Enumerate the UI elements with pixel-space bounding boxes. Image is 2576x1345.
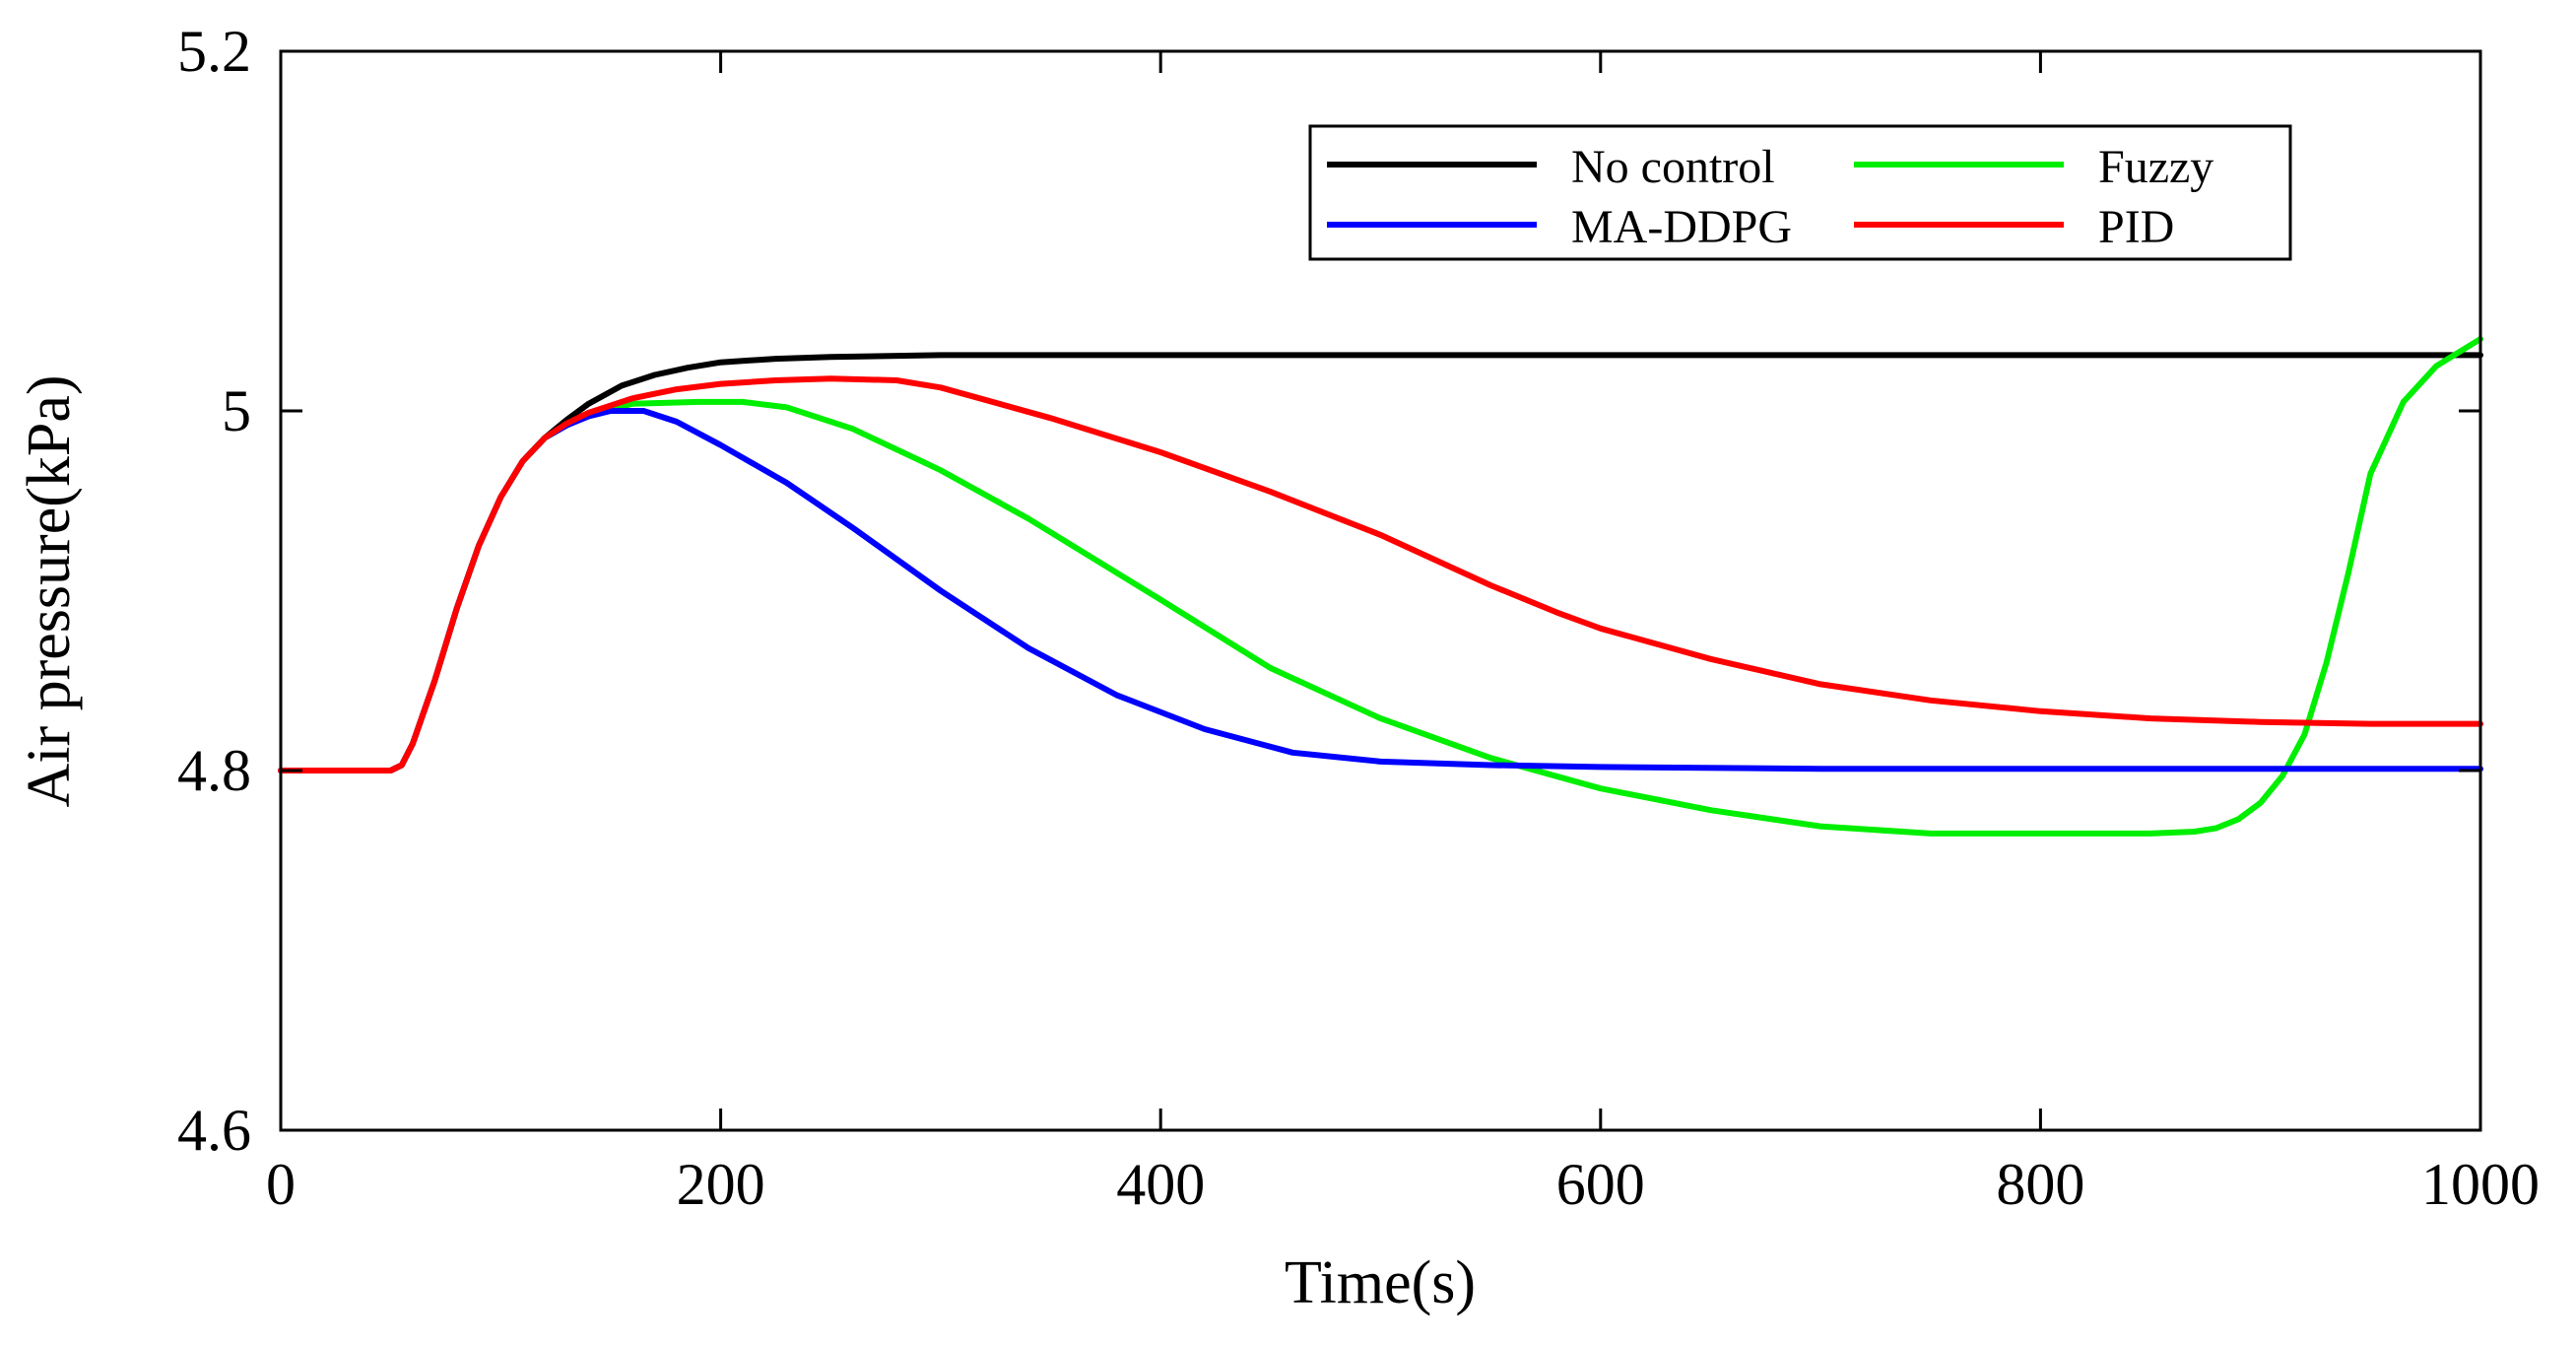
legend-label-no-control: No control — [1571, 141, 1775, 193]
x-axis-label: Time(s) — [1285, 1249, 1476, 1316]
y-tick-label: 4.6 — [177, 1098, 251, 1163]
series-layer — [278, 336, 2483, 837]
x-tick-label: 400 — [1116, 1152, 1205, 1217]
x-tick-label: 800 — [1996, 1152, 2084, 1217]
y-tick-label: 5 — [222, 378, 251, 443]
x-tick-label: 600 — [1556, 1152, 1645, 1217]
x-tick-label: 0 — [266, 1152, 296, 1217]
x-tick-label: 200 — [677, 1152, 765, 1217]
legend-label-fuzzy: Fuzzy — [2098, 141, 2213, 193]
legend-label-pid: PID — [2098, 201, 2174, 253]
x-tick-label: 1000 — [2421, 1152, 2540, 1217]
tick-layer: 0 200 400 600 800 1000 4.6 4.8 5 5.2 — [177, 19, 2540, 1217]
y-tick-label: 5.2 — [177, 19, 251, 84]
legend: No control Fuzzy MA-DDPG PID — [1308, 124, 2292, 261]
plot-frame — [279, 49, 2482, 1132]
y-tick-label: 4.8 — [177, 738, 251, 803]
y-axis-label: Air pressure(kPa) — [16, 374, 83, 807]
series-line-pid — [278, 375, 2483, 773]
legend-label-ma-ddpg: MA-DDPG — [1571, 201, 1792, 253]
legend-box — [1308, 124, 2292, 261]
